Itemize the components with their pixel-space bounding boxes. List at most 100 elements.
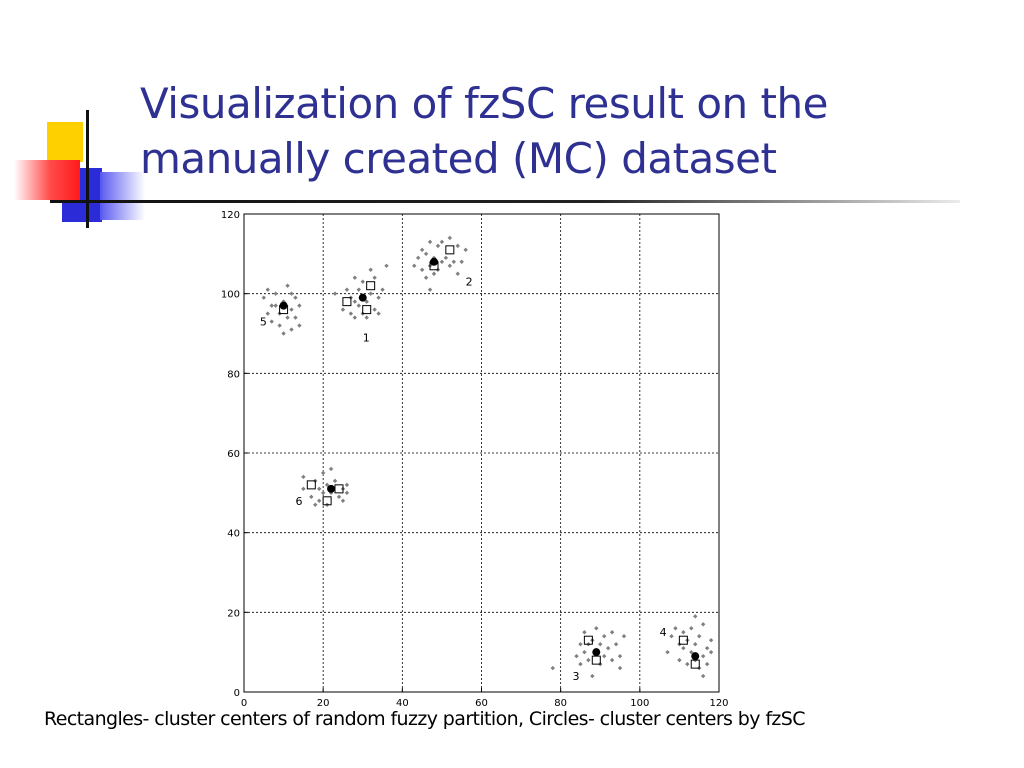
cluster-label: 4 — [660, 626, 667, 639]
data-point — [380, 287, 385, 292]
data-point — [621, 634, 627, 639]
random-partition-center-square — [445, 245, 455, 255]
data-point — [273, 303, 278, 308]
random-partition-center-square — [342, 297, 352, 307]
data-point — [356, 303, 361, 308]
x-tick-label: 100 — [630, 698, 649, 709]
data-point — [348, 311, 354, 316]
data-point — [451, 259, 456, 264]
data-point — [372, 275, 377, 280]
data-point — [376, 311, 381, 316]
data-point — [324, 482, 330, 488]
data-point — [273, 291, 278, 296]
data-point — [602, 653, 607, 659]
data-point — [372, 307, 377, 312]
data-point — [673, 626, 678, 631]
random-partition-center-square — [591, 655, 601, 665]
data-point — [384, 263, 389, 268]
data-point — [412, 263, 417, 268]
data-point — [582, 649, 587, 655]
x-tick-label: 20 — [317, 698, 330, 709]
data-point — [617, 653, 623, 659]
slide-title: Visualization of fzSC result on the manu… — [140, 76, 1000, 186]
data-point — [693, 614, 698, 619]
data-point — [293, 295, 298, 300]
data-point — [332, 478, 338, 484]
cluster-label: 3 — [573, 670, 580, 683]
data-point — [427, 287, 433, 292]
data-point — [704, 645, 710, 651]
data-point — [340, 307, 346, 312]
data-point — [320, 490, 326, 496]
data-point — [617, 665, 623, 671]
data-point — [328, 466, 334, 472]
data-point — [455, 271, 460, 276]
data-point — [665, 649, 670, 655]
data-point — [332, 291, 338, 296]
data-point — [689, 626, 694, 631]
slide-title-line-1: Visualization of fzSC result on the — [140, 79, 828, 128]
data-point — [261, 295, 266, 300]
fzsc-center-circle — [691, 652, 700, 661]
data-point — [289, 291, 294, 296]
y-tick-label: 120 — [221, 210, 240, 221]
data-point — [297, 303, 302, 308]
data-point — [419, 267, 425, 272]
data-point — [697, 634, 702, 639]
data-point — [269, 319, 274, 324]
data-point — [598, 642, 603, 647]
fzsc-center-circle — [279, 301, 288, 310]
slide-title-line-2: manually created (MC) dataset — [140, 134, 777, 183]
data-point — [708, 638, 714, 643]
data-point — [352, 315, 358, 320]
cluster-label: 2 — [466, 276, 473, 289]
cluster-label: 6 — [295, 495, 302, 508]
data-point — [289, 307, 294, 312]
data-point — [269, 303, 274, 308]
data-point — [344, 482, 350, 488]
y-tick-label: 0 — [234, 688, 240, 699]
random-partition-center-square — [306, 480, 316, 490]
data-point — [590, 673, 595, 679]
data-point — [677, 657, 682, 663]
data-point — [368, 291, 373, 296]
data-point — [293, 315, 298, 320]
data-point — [427, 239, 433, 245]
logo-vertical-line — [86, 110, 89, 228]
data-point — [415, 255, 421, 261]
data-point — [594, 626, 599, 631]
random-partition-center-square — [678, 635, 688, 645]
data-point — [459, 259, 464, 264]
x-tick-label: 0 — [241, 698, 247, 709]
data-point — [574, 653, 579, 659]
y-tick-label: 40 — [227, 529, 240, 540]
data-point — [439, 239, 445, 245]
data-point — [320, 470, 326, 476]
data-point — [443, 255, 449, 261]
y-tick-label: 100 — [221, 290, 240, 301]
data-point — [336, 494, 342, 500]
data-point — [550, 665, 555, 671]
data-point — [344, 490, 350, 496]
x-tick-label: 60 — [475, 698, 488, 709]
data-point — [423, 275, 429, 280]
random-partition-center-square — [366, 281, 376, 291]
data-point — [681, 630, 686, 635]
data-point — [700, 653, 706, 659]
data-point — [431, 271, 437, 276]
data-point — [439, 259, 445, 264]
cluster-label: 1 — [363, 331, 370, 344]
data-point — [277, 323, 282, 328]
fzsc-center-circle — [358, 293, 367, 302]
data-point — [708, 649, 714, 655]
y-tick-label: 80 — [227, 369, 240, 380]
y-tick-label: 20 — [227, 608, 240, 619]
data-point — [586, 657, 591, 663]
data-point — [582, 630, 587, 635]
data-point — [340, 498, 346, 503]
data-point — [364, 299, 369, 304]
data-point — [364, 315, 369, 320]
data-point — [700, 622, 706, 627]
data-point — [605, 645, 611, 651]
